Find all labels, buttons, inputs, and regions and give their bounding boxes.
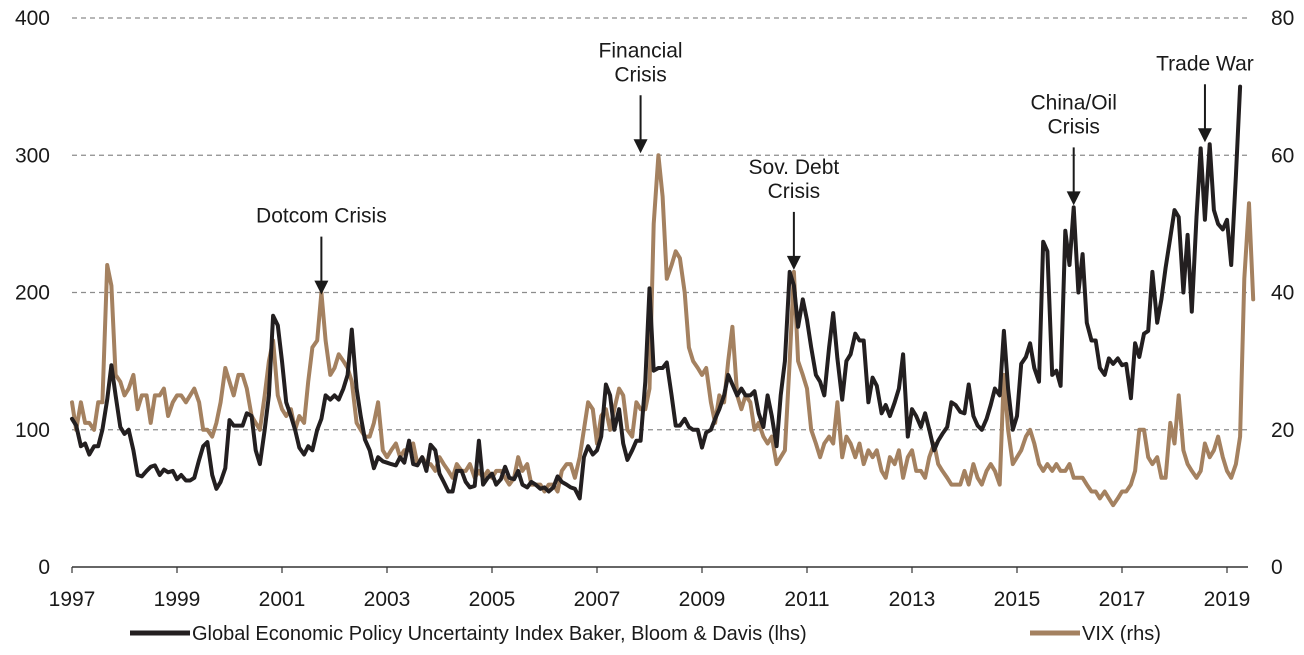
y-left-tick-label: 0 [38, 556, 50, 579]
annotation-label: Financial [599, 39, 683, 62]
vix-series-line [70, 153, 1256, 508]
series-layer [70, 84, 1256, 508]
x-tick-label: 2011 [784, 588, 829, 611]
x-tick-label: 1997 [49, 588, 96, 611]
x-tick-label: 2017 [1099, 588, 1146, 611]
x-tick-label: 2013 [889, 588, 936, 611]
y-right-tick-label: 40 [1271, 282, 1294, 305]
annotation-arrow-head [1066, 191, 1081, 206]
epu-series-line [70, 84, 1243, 501]
annotation-arrow-head [633, 139, 648, 154]
x-tick-label: 2001 [259, 588, 306, 611]
y-left-tick-label: 100 [15, 419, 50, 442]
x-tick-label: 2003 [364, 588, 411, 611]
x-tick-label: 2007 [574, 588, 621, 611]
legend: Global Economic Policy Uncertainty Index… [130, 623, 1161, 645]
legend-entry-vix-label: VIX (rhs) [1082, 623, 1161, 645]
x-tick-label: 1999 [154, 588, 201, 611]
y-left-tick-label: 400 [15, 7, 50, 30]
x-tick-label: 2015 [994, 588, 1041, 611]
annotation-label: China/Oil [1031, 91, 1117, 114]
annotation-label: Crisis [768, 180, 821, 203]
annotation-arrow-head [786, 255, 801, 270]
annotation-label: Crisis [614, 63, 667, 86]
legend-entry-epu-label: Global Economic Policy Uncertainty Index… [192, 623, 807, 645]
annotation-arrow-head [314, 280, 329, 295]
y-left-tick-label: 200 [15, 282, 50, 305]
x-tick-label: 2005 [469, 588, 516, 611]
axes: 0 100 200 300 400 0 20 40 60 80 1997 1999 2001 2003 20… [15, 7, 1294, 611]
y-right-tick-label: 80 [1271, 7, 1294, 30]
y-right-tick-label: 20 [1271, 419, 1294, 442]
y-left-tick-label: 300 [15, 144, 50, 167]
x-tick-label: 2009 [679, 588, 726, 611]
y-right-tick-label: 0 [1271, 556, 1283, 579]
annotation-label: Dotcom Crisis [256, 205, 387, 228]
y-right-tick-label: 60 [1271, 144, 1294, 167]
x-tick-label: 2019 [1204, 588, 1251, 611]
annotation-label: Trade War [1156, 52, 1254, 75]
annotation-arrow-head [1197, 128, 1212, 143]
annotation-label: Crisis [1047, 115, 1100, 138]
annotation-label: Sov. Debt [749, 156, 840, 179]
